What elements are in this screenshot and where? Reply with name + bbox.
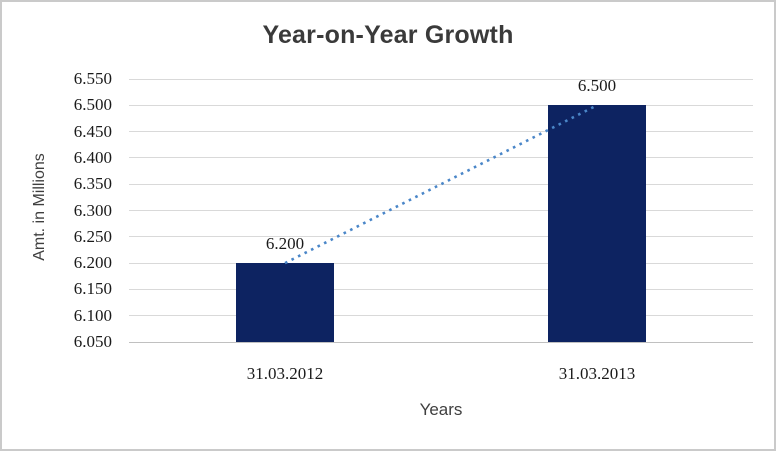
gridline	[129, 262, 753, 264]
y-tick-label: 6.450	[73, 121, 112, 141]
y-tick-label: 6.300	[73, 200, 112, 220]
chart-title: Year-on-Year Growth	[262, 21, 514, 49]
y-tick-label: 6.550	[73, 69, 112, 88]
y-tick-label: 6.150	[73, 279, 112, 299]
bar[interactable]	[236, 263, 334, 342]
gridline	[129, 288, 753, 290]
gridline	[129, 315, 753, 317]
x-axis-title: Years	[419, 400, 463, 419]
bar[interactable]	[548, 105, 646, 342]
data-label: 6.200	[265, 234, 305, 254]
y-tick-label: 6.400	[73, 147, 112, 167]
y-tick-label: 6.100	[73, 305, 112, 325]
y-tick-label: 6.250	[73, 226, 112, 246]
y-axis-title: Amt. in Millions	[31, 153, 48, 261]
gridline	[129, 183, 753, 185]
gridline	[129, 236, 753, 238]
y-tick-label: 6.350	[73, 174, 112, 194]
y-tick-label: 6.500	[73, 95, 112, 115]
x-tick-label: 31.03.2013	[558, 364, 636, 383]
y-tick-label: 6.200	[73, 253, 112, 273]
gridline	[129, 210, 753, 211]
data-label: 6.500	[577, 76, 617, 96]
gridline	[129, 104, 753, 106]
gridline	[129, 78, 753, 80]
gridline	[129, 131, 753, 133]
x-axis-line	[129, 341, 753, 343]
gridline	[129, 157, 753, 159]
y-tick-label: 6.050	[73, 332, 112, 351]
x-tick-label: 31.03.2012	[246, 364, 324, 383]
